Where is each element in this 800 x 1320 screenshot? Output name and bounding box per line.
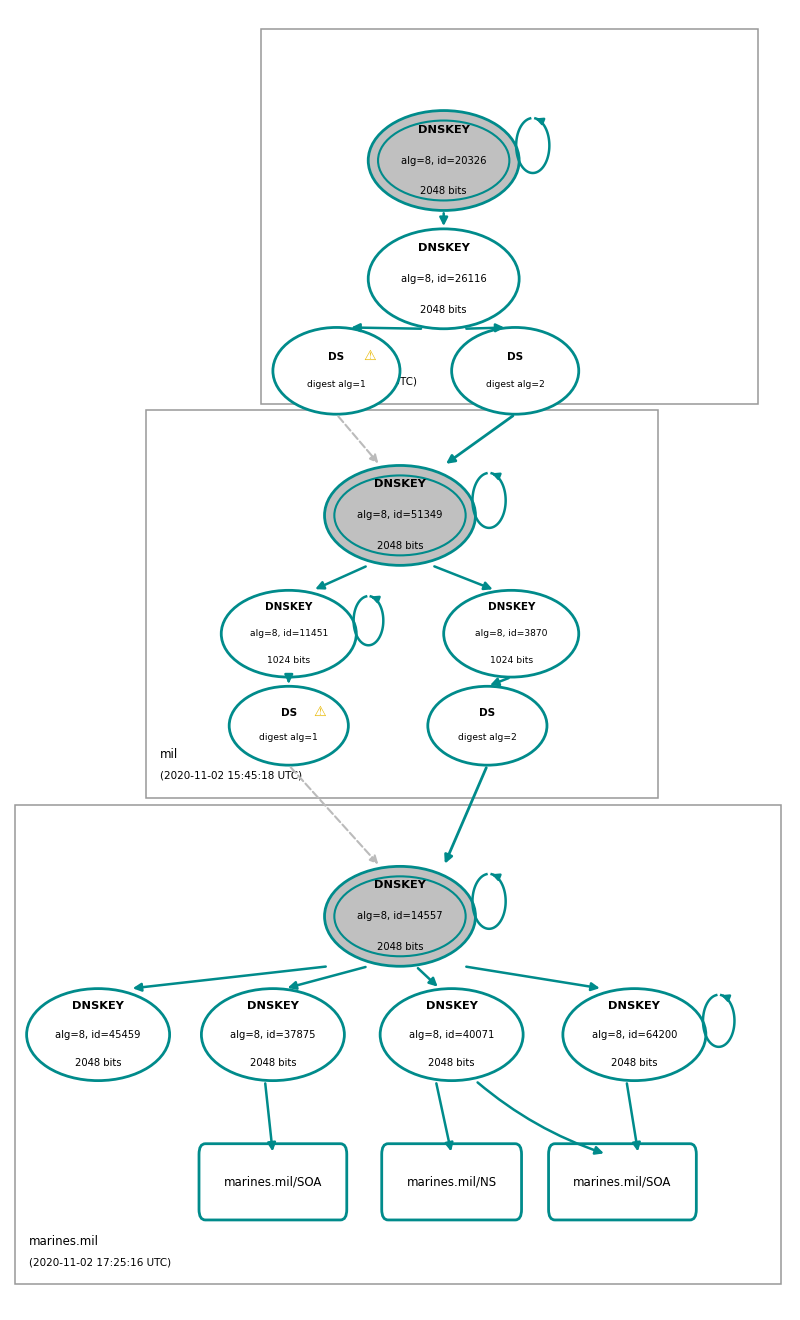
Ellipse shape: [368, 111, 519, 210]
Text: DNSKEY: DNSKEY: [418, 124, 470, 135]
Text: DNSKEY: DNSKEY: [487, 602, 535, 611]
Ellipse shape: [325, 466, 475, 565]
Text: DS: DS: [479, 709, 495, 718]
Bar: [146, 411, 658, 799]
Ellipse shape: [428, 686, 547, 766]
FancyBboxPatch shape: [199, 1143, 346, 1220]
Text: digest alg=1: digest alg=1: [307, 380, 366, 389]
Text: 1024 bits: 1024 bits: [490, 656, 533, 665]
Ellipse shape: [325, 866, 475, 966]
Text: 2048 bits: 2048 bits: [428, 1059, 475, 1068]
Ellipse shape: [202, 989, 344, 1081]
Text: marines.mil/SOA: marines.mil/SOA: [224, 1175, 322, 1188]
Bar: [14, 805, 782, 1284]
Text: ⚠: ⚠: [314, 705, 326, 719]
Text: DNSKEY: DNSKEY: [265, 602, 313, 611]
Text: DNSKEY: DNSKEY: [247, 1001, 299, 1011]
Text: 2048 bits: 2048 bits: [377, 541, 423, 552]
Text: ⚠: ⚠: [363, 348, 376, 363]
Text: alg=8, id=20326: alg=8, id=20326: [401, 156, 486, 165]
Text: alg=8, id=51349: alg=8, id=51349: [358, 511, 442, 520]
Text: DNSKEY: DNSKEY: [418, 243, 470, 253]
Text: DNSKEY: DNSKEY: [72, 1001, 124, 1011]
Ellipse shape: [368, 228, 519, 329]
Text: 2048 bits: 2048 bits: [75, 1059, 122, 1068]
Text: DS: DS: [281, 709, 297, 718]
Ellipse shape: [380, 989, 523, 1081]
Text: alg=8, id=14557: alg=8, id=14557: [357, 911, 443, 921]
Text: DS: DS: [328, 352, 345, 363]
Text: .: .: [275, 354, 279, 367]
Ellipse shape: [273, 327, 400, 414]
Text: alg=8, id=26116: alg=8, id=26116: [401, 273, 486, 284]
Text: 2048 bits: 2048 bits: [421, 305, 467, 314]
Ellipse shape: [229, 686, 348, 766]
Ellipse shape: [26, 989, 170, 1081]
FancyBboxPatch shape: [549, 1143, 696, 1220]
FancyBboxPatch shape: [382, 1143, 522, 1220]
Ellipse shape: [222, 590, 356, 677]
Ellipse shape: [452, 327, 578, 414]
Text: 2048 bits: 2048 bits: [377, 942, 423, 952]
Text: DS: DS: [507, 352, 523, 363]
Text: (2020-11-02 13:32:10 UTC): (2020-11-02 13:32:10 UTC): [275, 376, 418, 387]
Text: (2020-11-02 15:45:18 UTC): (2020-11-02 15:45:18 UTC): [160, 771, 302, 781]
Text: 2048 bits: 2048 bits: [250, 1059, 296, 1068]
Text: alg=8, id=45459: alg=8, id=45459: [55, 1030, 141, 1040]
Text: alg=8, id=40071: alg=8, id=40071: [409, 1030, 494, 1040]
Text: marines.mil/NS: marines.mil/NS: [406, 1175, 497, 1188]
Text: DNSKEY: DNSKEY: [374, 479, 426, 490]
Text: (2020-11-02 17:25:16 UTC): (2020-11-02 17:25:16 UTC): [29, 1257, 171, 1267]
Text: digest alg=2: digest alg=2: [458, 734, 517, 742]
Text: DNSKEY: DNSKEY: [374, 880, 426, 891]
Text: 2048 bits: 2048 bits: [421, 186, 467, 197]
Text: 1024 bits: 1024 bits: [267, 656, 310, 665]
Text: marines.mil: marines.mil: [29, 1234, 99, 1247]
Ellipse shape: [563, 989, 706, 1081]
Text: digest alg=2: digest alg=2: [486, 380, 545, 389]
Text: alg=8, id=3870: alg=8, id=3870: [475, 630, 547, 638]
Bar: [261, 29, 758, 404]
Text: digest alg=1: digest alg=1: [259, 734, 318, 742]
Text: marines.mil/SOA: marines.mil/SOA: [574, 1175, 672, 1188]
Text: alg=8, id=37875: alg=8, id=37875: [230, 1030, 316, 1040]
Text: alg=8, id=11451: alg=8, id=11451: [250, 630, 328, 638]
Text: mil: mil: [160, 748, 178, 762]
Text: alg=8, id=64200: alg=8, id=64200: [592, 1030, 677, 1040]
Text: 2048 bits: 2048 bits: [611, 1059, 658, 1068]
Text: DNSKEY: DNSKEY: [609, 1001, 660, 1011]
Ellipse shape: [444, 590, 578, 677]
Text: DNSKEY: DNSKEY: [426, 1001, 478, 1011]
